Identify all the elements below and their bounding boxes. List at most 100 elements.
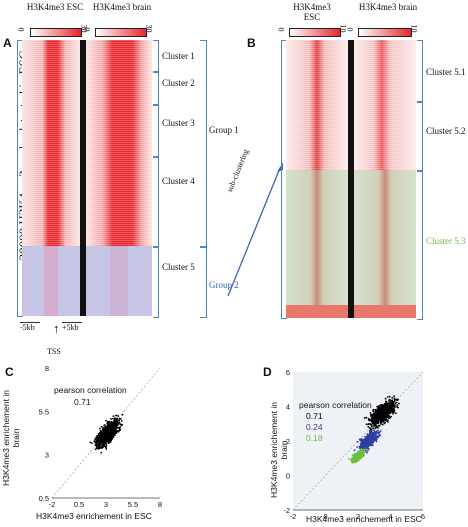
cluster53-bracket <box>417 170 423 320</box>
scatter-point <box>106 430 109 433</box>
scatter-point <box>96 436 99 439</box>
scatter-point <box>357 457 360 460</box>
scatter-point <box>365 441 368 444</box>
cluster1-bracket <box>153 40 159 73</box>
panel-a-col1-title: H3K4me3 ESC <box>26 2 84 12</box>
scatter-point <box>110 431 113 434</box>
cluster2-label: Cluster 2 <box>162 78 195 88</box>
tick-left-label: -5kb <box>20 323 35 332</box>
x-tick-label: 0 <box>323 512 327 521</box>
panel-a-separator <box>80 40 86 316</box>
scatter-point <box>380 421 382 424</box>
scatter-point <box>361 451 363 454</box>
y-tick-label: 5.5 <box>39 407 49 416</box>
scatter-point <box>369 436 372 438</box>
scatter-point <box>109 425 111 428</box>
scatter-point <box>391 399 394 402</box>
scatter-point <box>112 426 115 429</box>
cluster52-bracket <box>417 101 423 172</box>
scatter-point <box>381 420 383 423</box>
scatter-point <box>393 400 395 403</box>
scatter-point <box>120 420 123 422</box>
scatter-point <box>365 423 368 426</box>
scatter-point <box>112 434 115 437</box>
y-tick-label: 0 <box>286 472 290 481</box>
scatter-point <box>366 451 368 454</box>
scatter-point <box>389 412 392 414</box>
scatter-point <box>113 428 116 431</box>
scatter-point <box>398 402 400 405</box>
scatter-point <box>396 404 399 407</box>
scatter-point <box>375 414 377 416</box>
scatter-point <box>117 415 120 417</box>
scatter-point <box>365 437 368 440</box>
scatter-point <box>375 409 378 412</box>
scatter-point <box>107 421 110 424</box>
cluster2-bracket <box>153 71 159 106</box>
scatter-point <box>376 405 379 408</box>
scatter-point <box>397 398 399 401</box>
scatter-point <box>379 430 382 432</box>
panel-letter-d: D <box>263 365 272 379</box>
scatter-point <box>383 406 386 408</box>
diagonal-line <box>292 371 424 511</box>
scatter-point <box>367 434 369 437</box>
scatter-point <box>94 444 97 447</box>
scatter-point <box>367 445 370 448</box>
cluster3-bracket <box>153 104 159 158</box>
panel-c-scatter: -2 0.5 3 5.5 885.530.5 <box>39 364 163 509</box>
panel-b-colorbar-brain <box>358 28 412 37</box>
x-tick-label: 5.5 <box>128 500 138 509</box>
scatter-point <box>359 451 362 453</box>
scatter-point <box>115 420 117 423</box>
scatter-point <box>377 429 379 432</box>
scatter-point <box>365 416 368 419</box>
cluster52-label: Cluster 5.2 <box>426 126 466 136</box>
scatter-point <box>94 448 97 451</box>
scatter-point <box>372 410 375 412</box>
scatter-point <box>375 433 377 436</box>
scatter-point <box>93 440 96 443</box>
scatter-point <box>386 413 389 415</box>
scatter-point <box>391 396 394 399</box>
y-tick-label: 8 <box>45 364 49 373</box>
panel-a-heatmaps <box>22 40 152 316</box>
x-tick-label: -2 <box>290 512 297 521</box>
scatter-point <box>355 453 358 455</box>
scatter-point <box>378 417 381 420</box>
scatter-point <box>378 404 381 407</box>
scatter-point <box>95 439 97 441</box>
scatter-point <box>367 436 370 438</box>
scatter-point <box>98 440 101 442</box>
scatter-point <box>111 417 114 420</box>
scatter-point <box>380 406 383 408</box>
scatter-point <box>102 436 105 439</box>
scatter-point <box>376 413 379 415</box>
tss-arrow-icon: ↑ <box>53 321 60 336</box>
scatter-point <box>386 402 389 405</box>
scatter-point <box>378 414 381 416</box>
scatter-point <box>367 447 370 450</box>
scatter-point <box>394 399 396 402</box>
scatter-point <box>373 422 376 425</box>
scatter-point <box>373 413 376 415</box>
scatter-point <box>361 441 364 444</box>
panel-c-corr-value: 0.71 <box>74 397 91 407</box>
y-tick-label: -2 <box>283 506 290 515</box>
scatter-point <box>359 454 362 457</box>
scatter-point <box>388 407 391 410</box>
y-tick-label: 0.5 <box>39 494 49 503</box>
scatter-point <box>361 444 364 446</box>
scatter-point <box>368 427 371 429</box>
scatter-point <box>354 458 357 461</box>
scatter-point <box>100 440 103 443</box>
panel-letter-c: C <box>5 365 14 379</box>
panel-b-heatmaps <box>286 40 416 318</box>
scatter-point <box>116 424 119 427</box>
scatter-point <box>367 425 370 428</box>
group1-bracket <box>200 40 207 248</box>
scatter-point <box>95 446 98 448</box>
scatter-point <box>362 448 364 451</box>
scatter-point <box>359 442 362 445</box>
scatter-point <box>381 423 384 426</box>
